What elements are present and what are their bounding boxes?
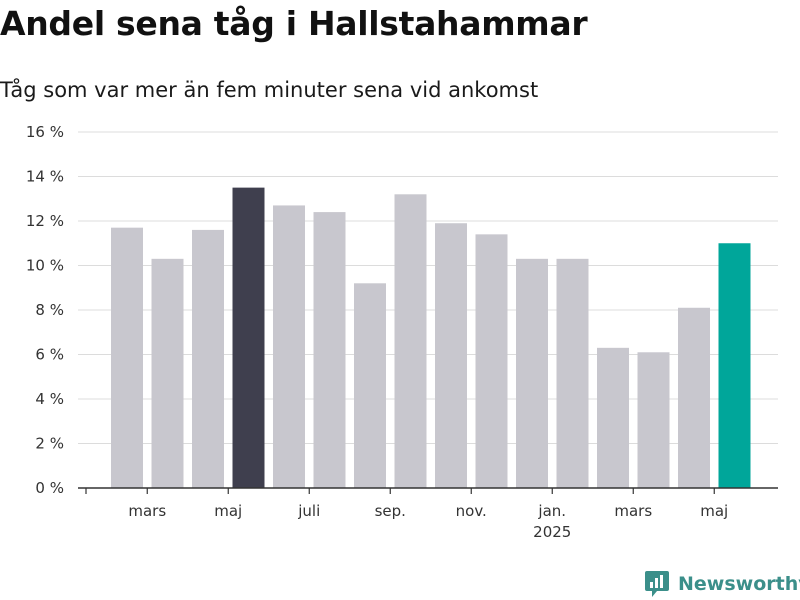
- bar-2025-03: [637, 352, 670, 488]
- bar-2025-04: [678, 307, 710, 488]
- y-tick-label: 12 %: [26, 212, 64, 230]
- x-tick-label: mars: [128, 502, 166, 520]
- bar-2024-02: [111, 227, 143, 489]
- bar-2024-06: [273, 205, 305, 489]
- x-tick-label: nov.: [456, 502, 487, 520]
- x-tick-label: mars: [614, 502, 652, 520]
- y-tick-label: 4 %: [35, 390, 64, 408]
- x-tick-label: maj: [700, 502, 728, 520]
- x-tick-label: jan.: [537, 502, 566, 520]
- bar-2024-09: [394, 194, 427, 489]
- x-tick-label: maj: [214, 502, 242, 520]
- bar-2024-05: [232, 187, 265, 488]
- bar-2025-01: [556, 258, 589, 488]
- bar-2024-10: [435, 223, 467, 488]
- x-tick-year-label: 2025: [533, 523, 571, 541]
- chart-title: Andel sena tåg i Hallstahammar: [0, 4, 588, 43]
- bar-2024-03: [151, 258, 184, 488]
- chart-subtitle: Tåg som var mer än fem minuter sena vid …: [0, 78, 539, 102]
- y-tick-label: 16 %: [26, 123, 64, 141]
- bar-2024-07: [313, 212, 346, 488]
- y-tick-label: 14 %: [26, 168, 64, 186]
- y-tick-label: 6 %: [35, 346, 64, 364]
- brand-logo: Newsworthy: [644, 568, 800, 600]
- bar-2025-02: [597, 347, 629, 488]
- y-tick-label: 2 %: [35, 435, 64, 453]
- x-tick-label: sep.: [375, 502, 406, 520]
- bar-chart: 0 % 2 % 4 % 6 % 8 % 10 % 12 % 14 % 16 % mars maj ju…: [26, 123, 778, 541]
- brand-name: Newsworthy: [678, 573, 800, 595]
- bar-2024-11: [475, 234, 508, 488]
- bar-2024-08: [354, 283, 386, 488]
- y-tick-label: 8 %: [35, 301, 64, 319]
- bar-2024-12: [516, 258, 548, 488]
- newsworthy-logo-icon: [645, 571, 669, 597]
- bar-2025-05: [718, 243, 751, 488]
- y-tick-label: 0 %: [35, 479, 64, 497]
- y-tick-label: 10 %: [26, 257, 64, 275]
- bar-2024-04: [192, 229, 224, 488]
- x-tick-label: juli: [297, 502, 320, 520]
